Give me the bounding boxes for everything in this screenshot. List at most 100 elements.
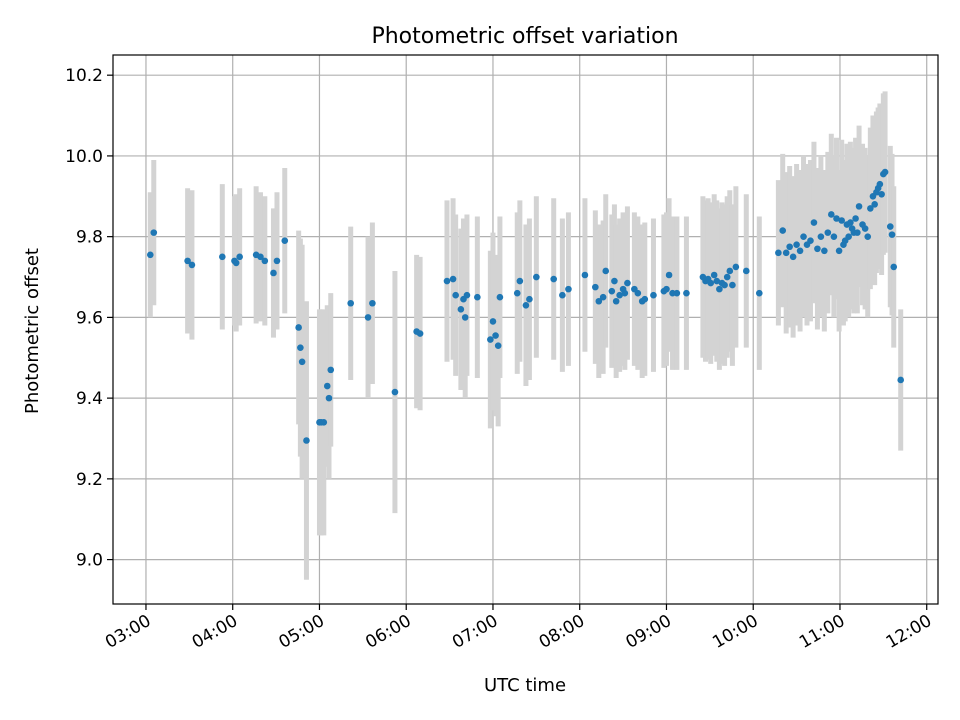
data-point — [581, 271, 589, 279]
data-point — [852, 215, 859, 222]
data-point — [634, 289, 642, 297]
data-point — [526, 295, 533, 303]
data-point — [827, 211, 835, 218]
x-tick-label: 11:00 — [796, 611, 848, 653]
x-tick-label: 10:00 — [709, 611, 761, 653]
x-tick-label: 03:00 — [102, 611, 154, 653]
data-point — [796, 247, 804, 255]
data-point — [297, 344, 304, 351]
y-tick-label: 9.2 — [76, 470, 103, 490]
data-point — [824, 229, 832, 236]
x-tick-label: 07:00 — [449, 611, 501, 653]
data-point — [721, 281, 728, 289]
data-point — [611, 277, 618, 285]
data-point — [723, 273, 731, 281]
data-point — [789, 253, 797, 261]
data-point — [147, 251, 154, 259]
data-point — [729, 281, 736, 289]
x-axis-ticks: 03:00 04:00 05:00 06:00 07:00 08:00 09:00 10:00… — [102, 604, 935, 653]
data-point — [833, 215, 840, 222]
data-point — [449, 275, 457, 283]
data-point — [726, 267, 734, 275]
error-bars — [147, 91, 904, 580]
chart-title: Photometric offset variation — [371, 24, 678, 49]
data-point — [236, 253, 243, 261]
y-axis-ticks: 9.0 9.2 9.4 9.6 9.8 10.0 10.2 — [65, 66, 113, 571]
x-tick-label: 09:00 — [623, 611, 675, 653]
data-point — [325, 394, 333, 402]
data-point — [232, 259, 240, 267]
data-point — [864, 233, 872, 240]
data-point — [463, 291, 471, 299]
data-points — [147, 168, 904, 444]
data-point — [270, 269, 277, 277]
data-point — [443, 277, 451, 285]
data-point — [673, 289, 681, 297]
data-point — [261, 257, 269, 265]
data-point — [817, 233, 825, 240]
data-point — [295, 324, 302, 331]
data-point — [550, 275, 557, 283]
data-point — [624, 279, 631, 287]
data-point — [847, 219, 854, 226]
y-axis-label: Photometric offset — [22, 248, 43, 414]
data-point — [599, 293, 607, 301]
data-point — [369, 299, 376, 307]
data-point — [150, 229, 158, 236]
data-point — [516, 277, 524, 285]
y-tick-label: 9.8 — [76, 228, 103, 248]
data-point — [886, 223, 894, 230]
data-point — [487, 336, 494, 343]
data-point — [323, 382, 331, 390]
data-point — [807, 237, 814, 244]
data-point — [616, 291, 623, 299]
data-point — [786, 243, 793, 251]
data-point — [219, 253, 226, 261]
data-point — [565, 285, 572, 293]
data-point — [522, 301, 530, 309]
data-point — [821, 247, 828, 255]
plot-frame — [112, 54, 939, 605]
data-point — [732, 263, 740, 271]
data-point — [513, 289, 521, 297]
data-point — [602, 267, 610, 275]
data-point — [793, 241, 800, 249]
data-point — [184, 257, 191, 265]
data-point — [710, 271, 718, 279]
data-point — [861, 225, 869, 232]
data-point — [641, 295, 649, 303]
data-point — [890, 263, 898, 271]
data-point — [559, 291, 566, 299]
data-point — [461, 314, 469, 321]
y-tick-label: 9.6 — [76, 308, 103, 328]
data-point — [755, 289, 763, 297]
data-point — [830, 233, 838, 240]
data-point — [257, 253, 264, 261]
data-point — [871, 201, 878, 208]
y-tick-label: 10.0 — [65, 147, 103, 167]
data-point — [273, 257, 281, 265]
data-point — [188, 261, 196, 269]
data-point — [707, 279, 715, 287]
data-point — [881, 168, 889, 176]
data-point — [303, 437, 310, 444]
data-point — [845, 233, 852, 240]
x-tick-label: 06:00 — [362, 611, 414, 653]
data-point — [621, 289, 629, 297]
data-point — [612, 297, 620, 305]
data-point — [595, 297, 603, 305]
data-point — [876, 180, 884, 188]
data-point — [489, 318, 497, 325]
data-point — [835, 247, 843, 255]
data-point — [716, 285, 723, 293]
data-point — [416, 330, 424, 337]
data-point — [814, 245, 821, 253]
data-point — [779, 227, 787, 234]
data-point — [492, 332, 499, 339]
data-point — [494, 342, 502, 349]
data-point — [810, 219, 818, 226]
data-point — [327, 366, 335, 374]
data-point — [888, 231, 896, 238]
data-point — [608, 287, 616, 295]
data-point — [457, 306, 465, 313]
